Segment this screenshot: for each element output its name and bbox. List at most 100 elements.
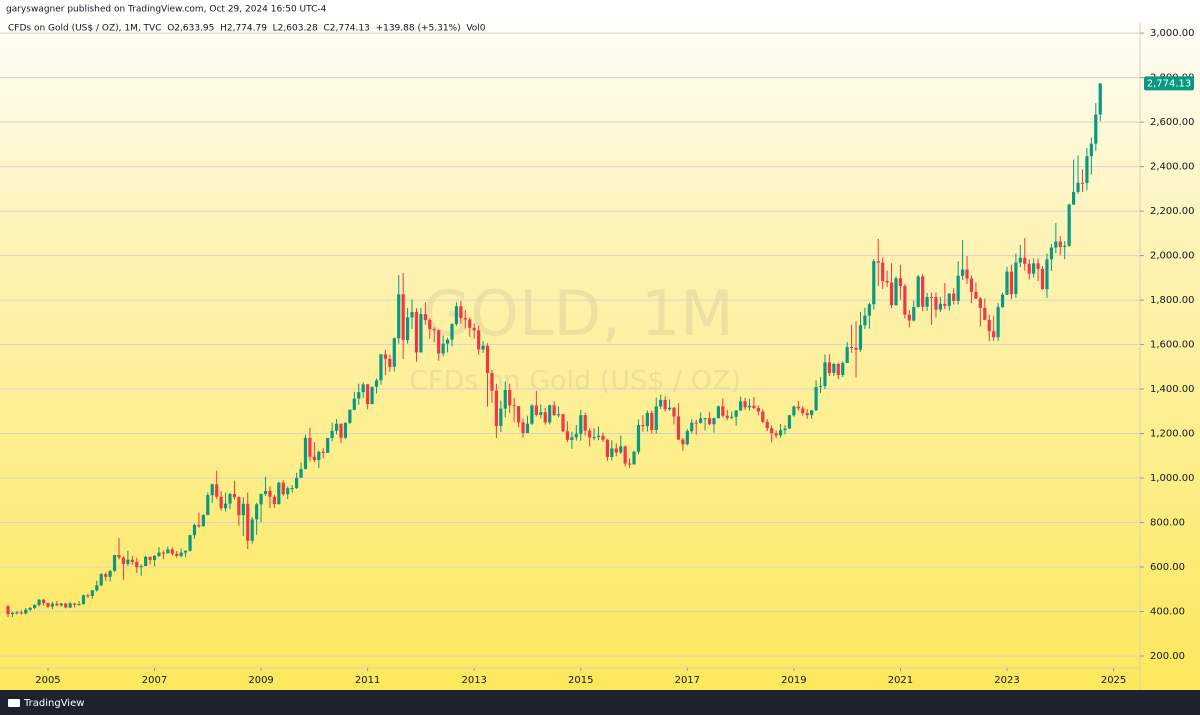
watermark: GOLD, 1M	[422, 277, 733, 350]
candle-body	[308, 437, 312, 457]
candle-body	[929, 296, 934, 298]
x-tick-label: 2021	[888, 675, 913, 686]
candle-body	[663, 399, 667, 410]
candle-body	[33, 605, 37, 608]
candle-body	[1049, 247, 1053, 260]
candle-body	[552, 405, 556, 416]
candle-body	[357, 392, 361, 399]
candle-body	[303, 437, 308, 470]
candle-body	[206, 495, 210, 515]
candle-body	[712, 418, 716, 425]
candle-body	[739, 401, 743, 411]
candle-body	[219, 496, 223, 509]
y-tick-label: 2,000.00	[1150, 251, 1195, 262]
candle-body	[192, 524, 197, 536]
candle-body	[241, 503, 245, 516]
candle-body	[556, 414, 561, 416]
last-price-label: 2,774.13	[1147, 78, 1192, 89]
candle-body	[614, 448, 618, 453]
candle-body	[259, 494, 263, 505]
candle-body	[210, 484, 214, 496]
candle-body	[969, 278, 974, 292]
candle-body	[401, 294, 405, 341]
candle-body	[73, 603, 77, 605]
candle-body	[1036, 263, 1040, 269]
candle-body	[974, 291, 978, 299]
candle-body	[916, 276, 920, 307]
candle-body	[539, 412, 543, 415]
candle-body	[992, 331, 996, 338]
candle-body	[397, 294, 401, 339]
candle-body	[477, 330, 481, 350]
candle-body	[463, 318, 467, 320]
candle-body	[450, 324, 454, 340]
candle-body	[716, 406, 720, 419]
candle-body	[907, 314, 911, 321]
candle-body	[938, 303, 942, 310]
candle-body	[574, 433, 578, 438]
candle-body	[1063, 245, 1067, 247]
candle-body	[872, 261, 876, 305]
candle-body	[352, 398, 356, 410]
y-tick-label: 200.00	[1150, 651, 1185, 662]
x-tick-label: 2023	[994, 675, 1019, 686]
candle-body	[50, 603, 54, 607]
candle-body	[565, 431, 570, 440]
y-tick-label: 800.00	[1150, 518, 1185, 529]
candle-body	[286, 488, 290, 495]
candle-body	[508, 389, 512, 406]
candle-body	[503, 389, 507, 409]
candle-body	[499, 408, 503, 426]
candle-body	[90, 590, 94, 596]
candle-body	[95, 585, 99, 591]
candle-body	[77, 604, 81, 606]
candle-body	[24, 609, 28, 614]
candle-body	[521, 422, 525, 434]
candle-body	[263, 490, 268, 495]
candle-body	[561, 414, 565, 432]
candle-body	[889, 282, 894, 306]
candle-body	[747, 405, 752, 408]
candle-body	[703, 418, 707, 420]
candle-body	[326, 437, 330, 453]
candle-body	[343, 422, 348, 438]
candle-body	[339, 423, 343, 438]
candle-body	[841, 363, 845, 376]
candle-body	[126, 559, 130, 564]
candle-body	[934, 297, 938, 310]
candle-body	[1009, 271, 1014, 295]
candle-body	[699, 418, 703, 423]
candle-body	[730, 416, 734, 418]
y-tick-label: 2,600.00	[1150, 117, 1195, 128]
legend: CFDs on Gold (US$ / OZ), 1M, TVC O2,633.…	[8, 24, 486, 34]
candle-body	[823, 362, 827, 387]
watermark-subtitle: CFDs on Gold (US$ / OZ)	[409, 366, 741, 397]
candle-body	[592, 437, 596, 439]
candle-body	[903, 286, 907, 315]
footer-brand: TradingView	[23, 698, 84, 709]
candle-body	[774, 433, 778, 436]
candle-body	[952, 293, 956, 301]
candle-body	[348, 409, 352, 423]
candle-body	[104, 574, 108, 577]
candle-body	[925, 296, 929, 307]
candle-body	[317, 451, 321, 461]
candle-body	[1085, 156, 1089, 184]
candle-body	[619, 446, 623, 453]
candle-body	[685, 431, 689, 445]
candle-body	[601, 435, 605, 440]
candle-body	[1014, 262, 1018, 295]
candle-body	[650, 412, 654, 430]
candle-body	[184, 550, 188, 553]
candle-body	[366, 384, 370, 404]
candle-body	[410, 312, 414, 318]
candle-body	[778, 430, 783, 436]
candle-body	[161, 552, 165, 554]
candle-body	[312, 456, 316, 461]
candle-body	[943, 303, 947, 306]
x-tick-label: 2013	[461, 675, 486, 686]
candle-body	[783, 428, 787, 431]
y-tick-label: 1,400.00	[1150, 384, 1195, 395]
footer-bar	[0, 690, 1200, 715]
candle-body	[858, 325, 863, 350]
